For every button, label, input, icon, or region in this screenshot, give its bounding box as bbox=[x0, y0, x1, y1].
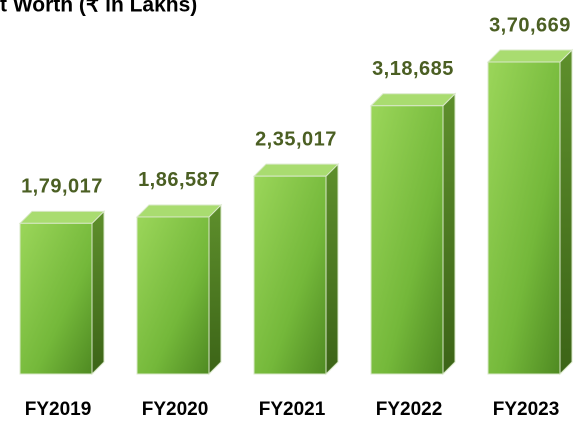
bar-side bbox=[325, 162, 339, 376]
x-tick-label: FY2019 bbox=[25, 399, 92, 420]
bar-top bbox=[252, 163, 340, 177]
bar-top bbox=[135, 204, 223, 218]
bar bbox=[370, 105, 444, 375]
bar-side bbox=[559, 48, 573, 376]
bar bbox=[253, 175, 327, 375]
x-tick-label: FY2020 bbox=[142, 399, 209, 420]
bar bbox=[136, 216, 210, 375]
bar bbox=[487, 61, 561, 375]
value-label: 3,18,685 bbox=[372, 58, 454, 80]
bar-top bbox=[486, 49, 574, 63]
bar bbox=[19, 222, 93, 375]
bar-top bbox=[18, 210, 106, 224]
x-tick-label: FY2022 bbox=[376, 399, 443, 420]
x-tick-label: FY2021 bbox=[259, 399, 326, 420]
value-label: 1,79,017 bbox=[21, 176, 103, 198]
value-label: 2,35,017 bbox=[255, 128, 337, 150]
bar-side bbox=[208, 203, 222, 376]
bar-side bbox=[91, 210, 105, 376]
bar-top bbox=[369, 93, 457, 107]
value-label: 3,70,669 bbox=[489, 14, 571, 36]
chart-title: t Worth (₹ in Lakhs) bbox=[0, 0, 197, 17]
x-tick-label: FY2023 bbox=[493, 399, 560, 420]
value-label: 1,86,587 bbox=[138, 169, 220, 191]
bar-side bbox=[442, 92, 456, 376]
